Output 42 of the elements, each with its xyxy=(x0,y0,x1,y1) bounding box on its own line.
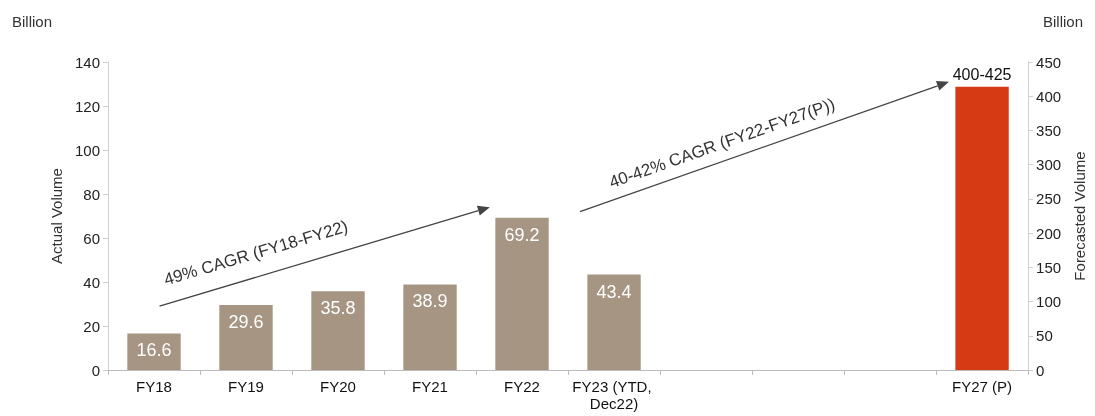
x-tick-label: FY27 (P) xyxy=(952,378,1013,395)
y2-tick-label: 150 xyxy=(1036,258,1062,276)
x-tick-label: FY22 xyxy=(504,378,540,395)
y-tick-label: 120 xyxy=(74,97,100,115)
x-tick-label: FY19 xyxy=(228,378,264,395)
data-label: 29.6 xyxy=(228,311,264,332)
y-tick-label: 0 xyxy=(91,361,100,379)
y2-tick-label: 200 xyxy=(1036,224,1062,242)
x-tick-label: FY20 xyxy=(320,378,356,395)
y-tick-label: 40 xyxy=(83,273,100,291)
y2-tick-label: 400 xyxy=(1036,87,1062,105)
bar xyxy=(587,274,641,370)
y-tick-label: 80 xyxy=(83,185,100,203)
y-tick-label: 100 xyxy=(74,141,100,159)
y-tick-label: 60 xyxy=(83,229,100,247)
data-label: 35.8 xyxy=(320,298,356,319)
y2-tick-label: 450 xyxy=(1036,53,1062,71)
data-label: 400-425 xyxy=(952,66,1012,84)
bar xyxy=(495,217,549,370)
bar xyxy=(311,291,365,370)
y2-tick-label: 300 xyxy=(1036,156,1062,174)
data-label: 38.9 xyxy=(412,291,448,312)
y2-tick-label: 50 xyxy=(1036,327,1053,345)
bar xyxy=(219,304,273,370)
y2-tick-label: 100 xyxy=(1036,293,1062,311)
x-tick-label: FY18 xyxy=(136,378,172,395)
data-label: 16.6 xyxy=(136,340,172,361)
y2-tick-label: 350 xyxy=(1036,121,1062,139)
text: Billion xyxy=(12,13,53,30)
data-label: 69.2 xyxy=(504,224,540,245)
x-tick-label: FY21 xyxy=(412,378,448,395)
y-axis-title: Actual Volume xyxy=(48,168,66,264)
data-label: 43.4 xyxy=(596,281,632,302)
x-tick-label: FY23 (YTD, Dec22) xyxy=(572,378,656,412)
y2-tick-label: 250 xyxy=(1036,190,1062,208)
y-tick-label: 140 xyxy=(74,53,100,71)
y-tick-label: 20 xyxy=(83,317,100,335)
text: Billion xyxy=(1043,13,1084,30)
y2-axis-title: Forecasted Volume xyxy=(1071,151,1088,281)
y2-tick-label: 0 xyxy=(1036,361,1045,379)
bar xyxy=(127,333,181,370)
bar xyxy=(403,284,457,370)
